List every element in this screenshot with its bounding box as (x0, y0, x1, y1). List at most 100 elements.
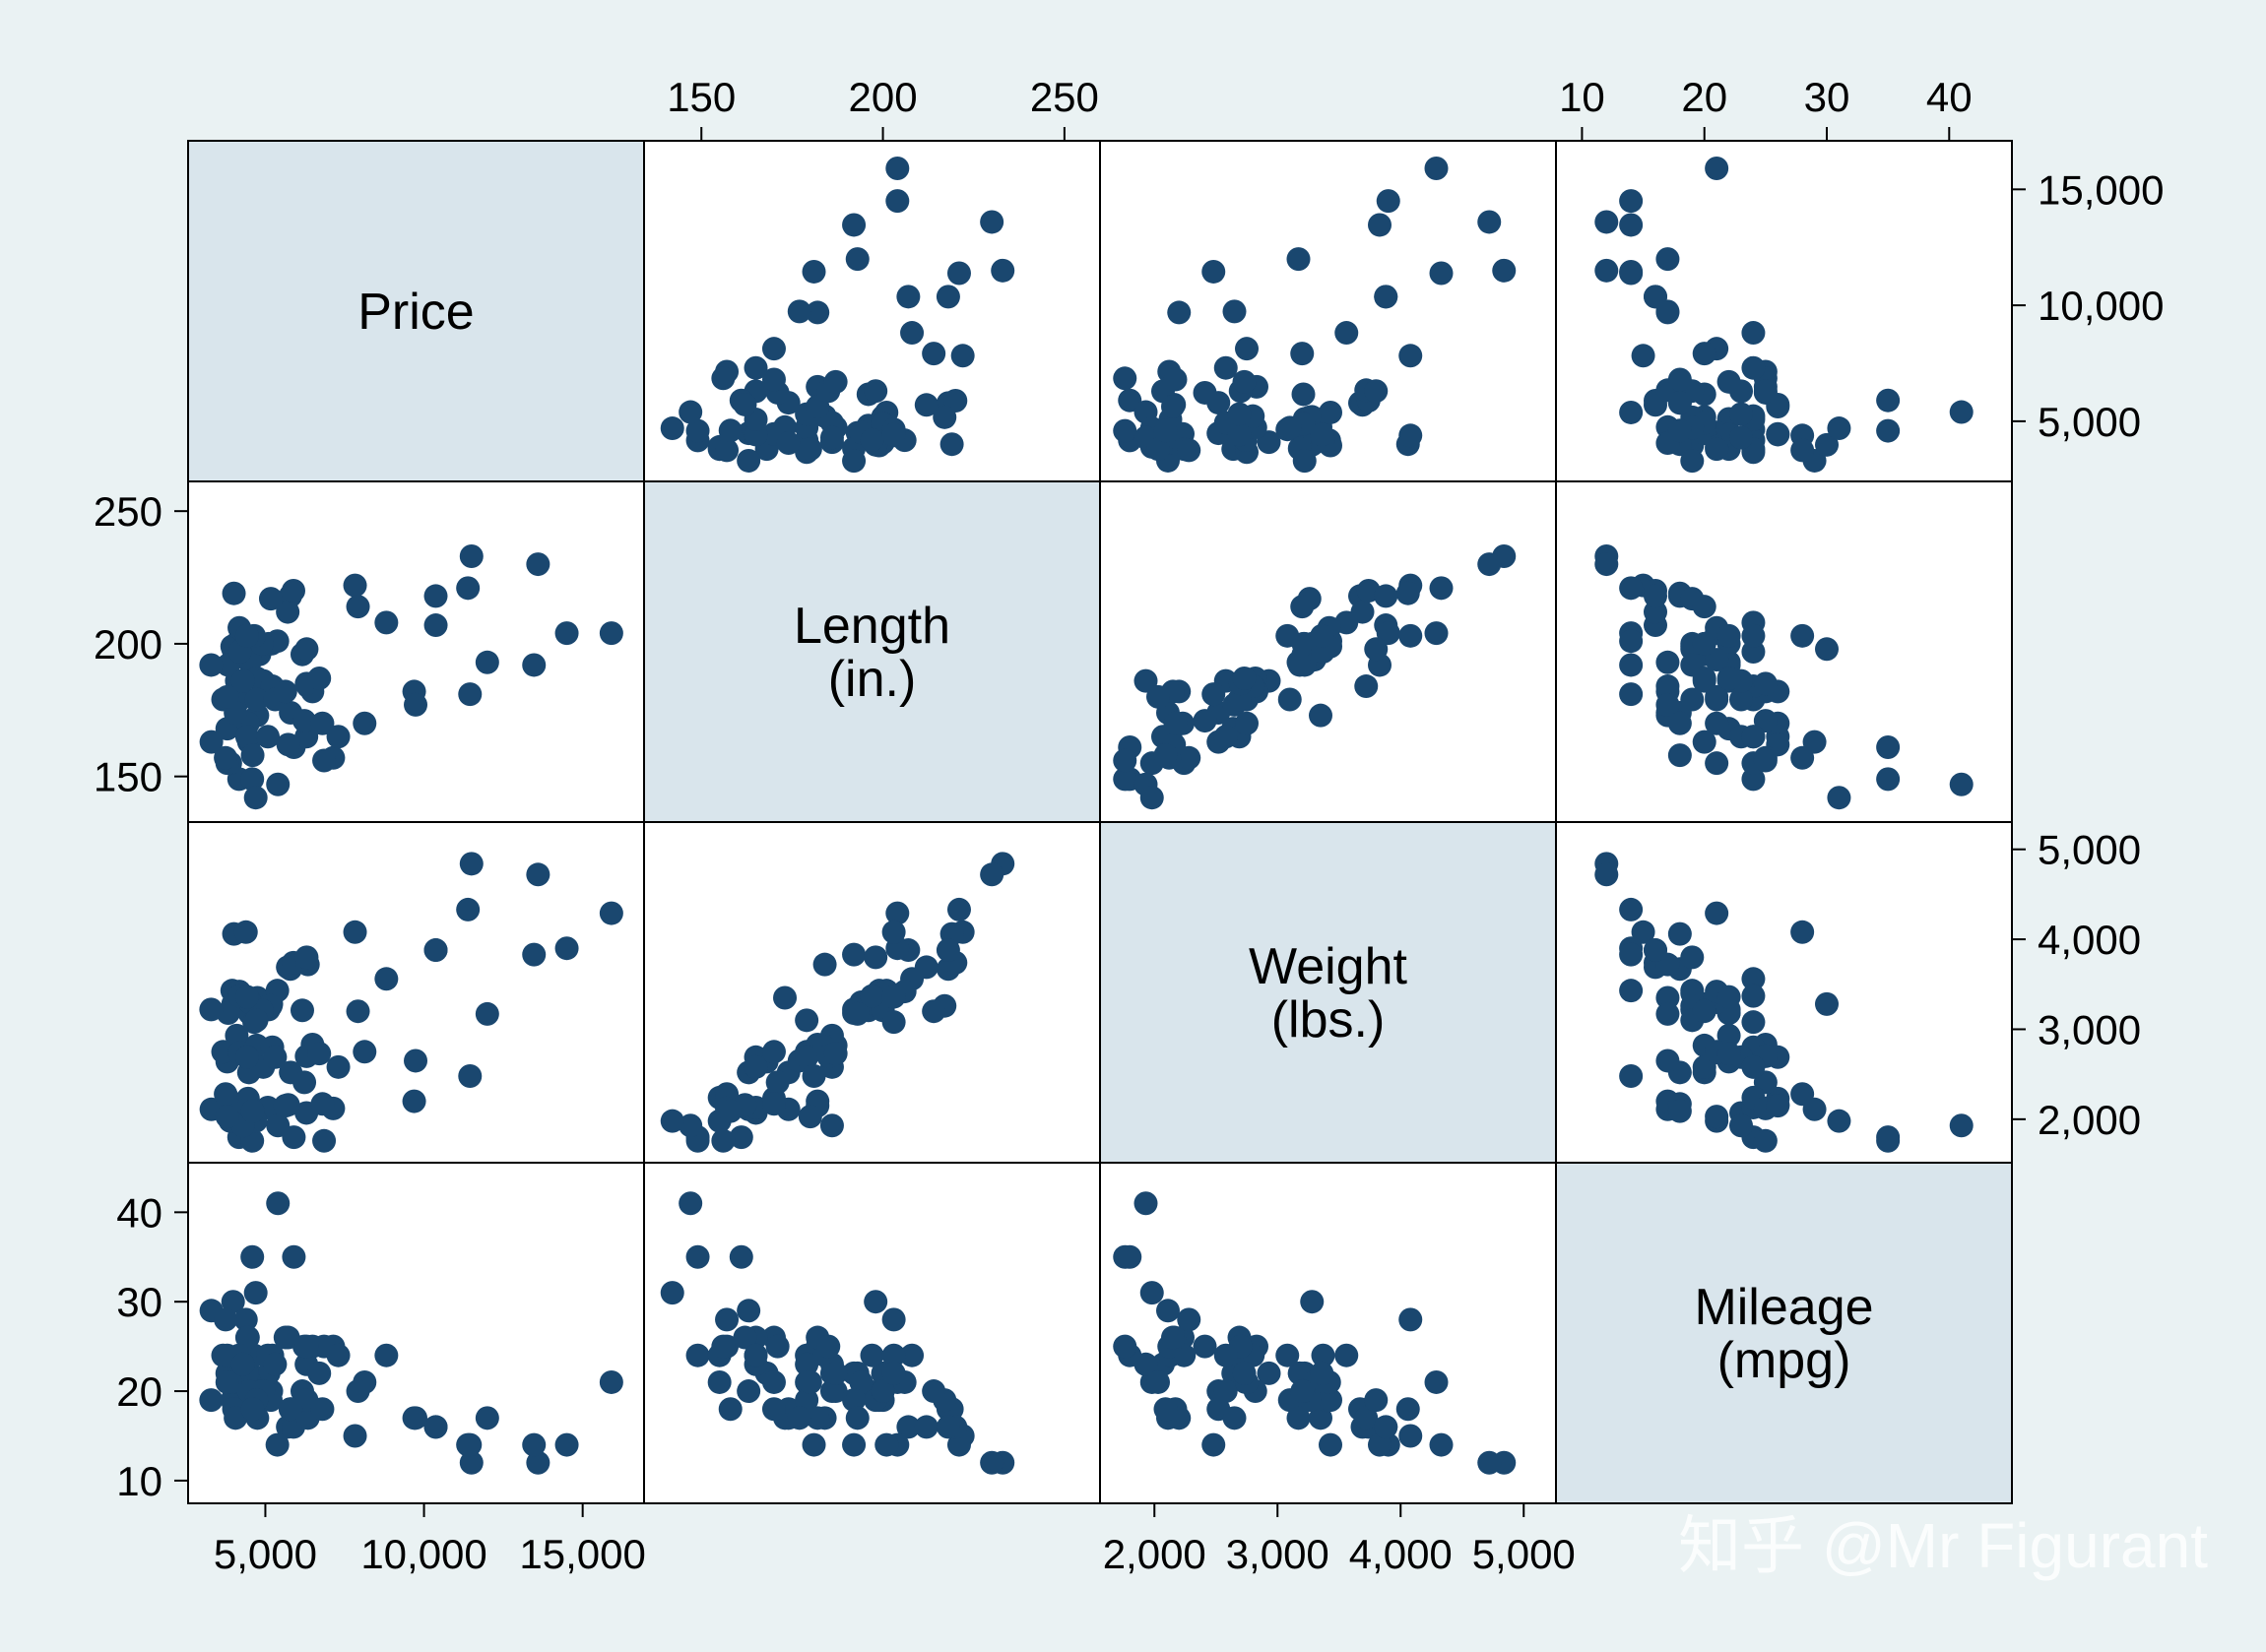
data-point-price-vs-length (787, 299, 811, 324)
data-point-mileage-vs-price (243, 1281, 268, 1305)
data-point-mileage-vs-weight (1334, 1343, 1359, 1367)
data-point-price-vs-weight (1153, 418, 1178, 443)
data-point-price-vs-mileage (1876, 388, 1901, 413)
data-point-weight-vs-price (456, 897, 481, 921)
data-point-price-vs-length (761, 337, 786, 361)
data-point-length-vs-mileage (1741, 623, 1766, 648)
x-tick-label-length: 250 (1030, 74, 1099, 120)
data-point-price-vs-weight (1163, 367, 1188, 392)
data-point-mileage-vs-price (273, 1325, 297, 1350)
data-point-weight-vs-mileage (1619, 942, 1644, 967)
data-point-length-vs-mileage (1716, 623, 1741, 648)
data-point-weight-vs-length (773, 985, 798, 1010)
data-point-length-vs-weight (1153, 743, 1178, 768)
data-point-price-vs-length (802, 259, 826, 284)
data-point-mileage-vs-length (860, 1343, 884, 1367)
data-point-price-vs-weight (1334, 321, 1359, 346)
data-point-mileage-vs-length (823, 1361, 848, 1385)
data-point-length-vs-price (312, 748, 337, 773)
data-point-weight-vs-price (343, 920, 367, 944)
y-tick-label-price: 10,000 (2038, 283, 2164, 329)
data-point-price-vs-mileage (1716, 369, 1741, 394)
data-point-length-vs-mileage (1815, 637, 1839, 662)
data-point-length-vs-mileage (1692, 595, 1716, 619)
data-point-price-vs-mileage (1876, 418, 1901, 443)
data-point-mileage-vs-price (240, 1397, 265, 1422)
data-point-length-vs-weight (1398, 623, 1423, 648)
data-point-weight-vs-mileage (1716, 1023, 1741, 1048)
data-point-price-vs-mileage (1619, 400, 1644, 424)
data-point-mileage-vs-length (761, 1369, 786, 1394)
data-point-weight-vs-length (864, 945, 888, 970)
data-point-weight-vs-price (234, 985, 259, 1009)
data-point-price-vs-mileage (1729, 402, 1753, 426)
data-point-length-vs-price (214, 745, 238, 770)
data-point-weight-vs-price (353, 1040, 377, 1064)
data-point-weight-vs-length (812, 952, 837, 977)
data-point-length-vs-price (243, 786, 268, 810)
x-tick-label-weight: 4,000 (1349, 1531, 1453, 1577)
diagonal-label-length: (in.) (828, 651, 917, 708)
data-point-price-vs-weight (1492, 258, 1517, 283)
data-point-price-vs-mileage (1949, 400, 1974, 424)
x-tick-label-weight: 2,000 (1103, 1531, 1206, 1577)
data-point-length-vs-weight (1139, 786, 1164, 810)
data-point-weight-vs-mileage (1790, 920, 1815, 944)
data-point-weight-vs-mileage (1766, 1094, 1790, 1118)
data-point-weight-vs-mileage (1949, 1113, 1974, 1138)
data-point-length-vs-mileage (1619, 576, 1644, 601)
data-point-length-vs-mileage (1705, 684, 1729, 709)
data-point-weight-vs-length (660, 1109, 684, 1133)
data-point-length-vs-weight (1146, 684, 1170, 709)
data-point-length-vs-weight (1113, 767, 1137, 792)
data-point-length-vs-price (273, 679, 297, 704)
diagonal-label-mileage: (mpg) (1717, 1332, 1851, 1389)
data-point-length-vs-price (456, 576, 481, 601)
data-point-price-vs-weight (1146, 437, 1170, 462)
data-point-weight-vs-price (346, 999, 370, 1024)
data-point-mileage-vs-length (881, 1307, 906, 1332)
y-tick-label-mileage: 40 (116, 1189, 162, 1236)
data-point-length-vs-mileage (1729, 687, 1753, 712)
data-point-mileage-vs-length (900, 1343, 925, 1367)
data-point-mileage-vs-length (849, 1369, 874, 1394)
data-point-mileage-vs-length (881, 1343, 906, 1367)
data-point-mileage-vs-price (233, 1307, 258, 1332)
data-point-mileage-vs-weight (1118, 1244, 1142, 1269)
data-point-length-vs-mileage (1619, 682, 1644, 707)
data-point-mileage-vs-weight (1429, 1432, 1454, 1457)
data-point-length-vs-mileage (1753, 709, 1778, 733)
plot-cell-mileage-vs-length (643, 1162, 1101, 1504)
data-point-length-vs-price (281, 579, 305, 604)
data-point-mileage-vs-price (310, 1397, 335, 1422)
data-point-price-vs-mileage (1753, 379, 1778, 404)
data-point-length-vs-weight (1213, 725, 1238, 749)
data-point-weight-vs-length (761, 1040, 786, 1064)
data-point-mileage-vs-price (265, 1432, 290, 1457)
data-point-mileage-vs-price (554, 1432, 579, 1457)
data-point-weight-vs-length (946, 897, 971, 921)
data-point-weight-vs-mileage (1644, 938, 1667, 963)
data-point-mileage-vs-weight (1310, 1361, 1334, 1385)
data-point-length-vs-price (404, 692, 428, 717)
data-point-mileage-vs-length (881, 1361, 906, 1385)
data-point-length-vs-weight (1374, 584, 1398, 608)
data-point-price-vs-length (744, 355, 768, 380)
data-point-mileage-vs-weight (1232, 1361, 1257, 1385)
data-point-mileage-vs-length (729, 1244, 753, 1269)
data-point-mileage-vs-weight (1354, 1406, 1379, 1430)
data-point-weight-vs-length (765, 1070, 790, 1095)
data-point-length-vs-price (222, 581, 246, 605)
data-point-price-vs-length (900, 321, 925, 346)
data-point-mileage-vs-length (685, 1343, 710, 1367)
data-point-length-vs-price (240, 743, 265, 768)
data-point-mileage-vs-length (946, 1432, 971, 1457)
data-point-length-vs-mileage (1692, 631, 1716, 656)
data-point-weight-vs-length (936, 938, 960, 963)
data-point-price-vs-length (864, 379, 888, 404)
data-point-price-vs-weight (1424, 156, 1449, 180)
data-point-weight-vs-length (795, 1008, 819, 1033)
data-point-price-vs-length (950, 344, 975, 368)
plot-cell-length-vs-mileage (1555, 480, 2013, 823)
data-point-price-vs-mileage (1705, 156, 1729, 180)
